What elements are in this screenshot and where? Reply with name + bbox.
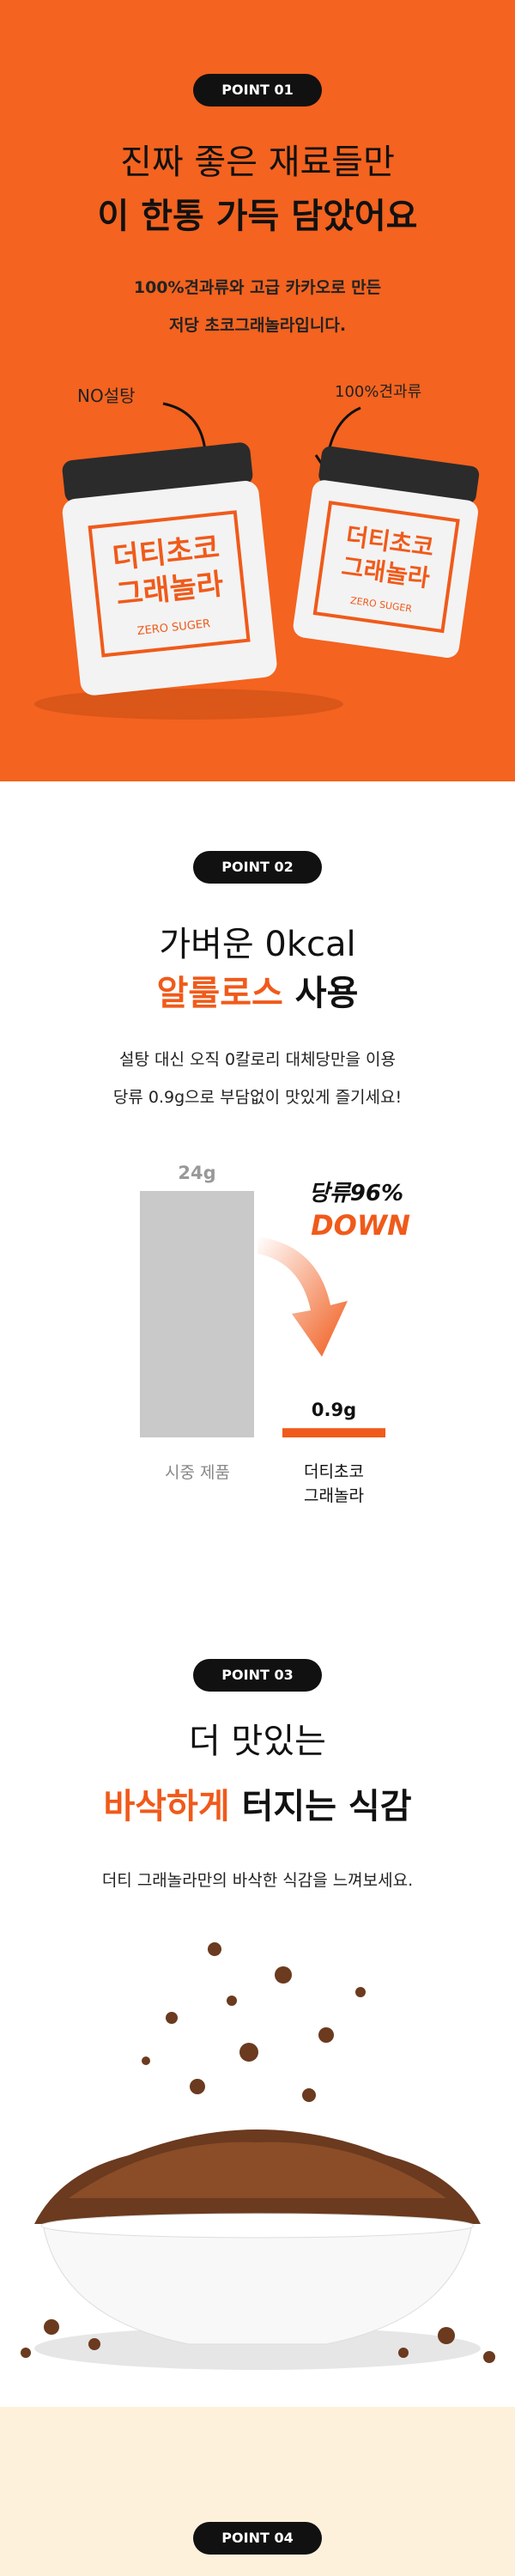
bar [140, 1191, 254, 1437]
headline: 더 맛있는 [189, 1722, 326, 1761]
annotation: DOWN [311, 1209, 410, 1242]
headline-text: 터지는 식감 [241, 1787, 412, 1826]
description: 더티 그래놀라만의 바삭한 식감을 느껴보세요. [101, 1871, 414, 1890]
bar [282, 1428, 385, 1437]
badge: POINT 03 [193, 1659, 322, 1692]
granola-bowl [21, 1942, 495, 2370]
callout: NO설탕 [77, 386, 136, 406]
value-label: 24g [178, 1163, 215, 1183]
callout: 100%견과류 [335, 383, 422, 401]
badge: POINT 04 [193, 2522, 322, 2555]
category-label: 더티초코 그래놀라 [304, 1462, 364, 1505]
headline-text: 사용 [294, 974, 359, 1013]
headline-highlight: 알룰로스 [156, 974, 283, 1013]
badge: POINT 01 [193, 74, 322, 106]
down-arrow [258, 1236, 348, 1357]
headline: 가벼운 0kcal [159, 925, 356, 964]
description: 100%견과류와 고급 카카오로 만든 [133, 278, 382, 297]
headline: 바삭하게 터지는 식감 [0, 1786, 515, 1827]
description: 당류 0.9g으로 부담없이 맛있게 즐기세요! [112, 1088, 403, 1107]
headline: 진짜 좋은 재료들만 [120, 143, 395, 182]
headline: 알룰로스 사용 [0, 973, 515, 1014]
badge: POINT 02 [193, 851, 322, 884]
headline-highlight: 바삭하게 [103, 1787, 230, 1826]
description: 저당 초코그래놀라입니다. [168, 316, 347, 335]
annotation: 당류96% [309, 1181, 403, 1206]
headline: 이 한통 가득 담았어요 [97, 197, 418, 236]
description: 설탕 대신 오직 0칼로리 대체당만을 이용 [119, 1050, 396, 1069]
bar-chart: 당류96% DOWN 24g 0.9g [140, 1163, 410, 1437]
product-visual: 더티초코 그래놀라 ZERO SUGER 더티초코 그래놀라 ZERO SUGE… [34, 402, 480, 720]
category-label: 시중 제품 [165, 1463, 230, 1482]
value-label: 0.9g [312, 1400, 356, 1420]
